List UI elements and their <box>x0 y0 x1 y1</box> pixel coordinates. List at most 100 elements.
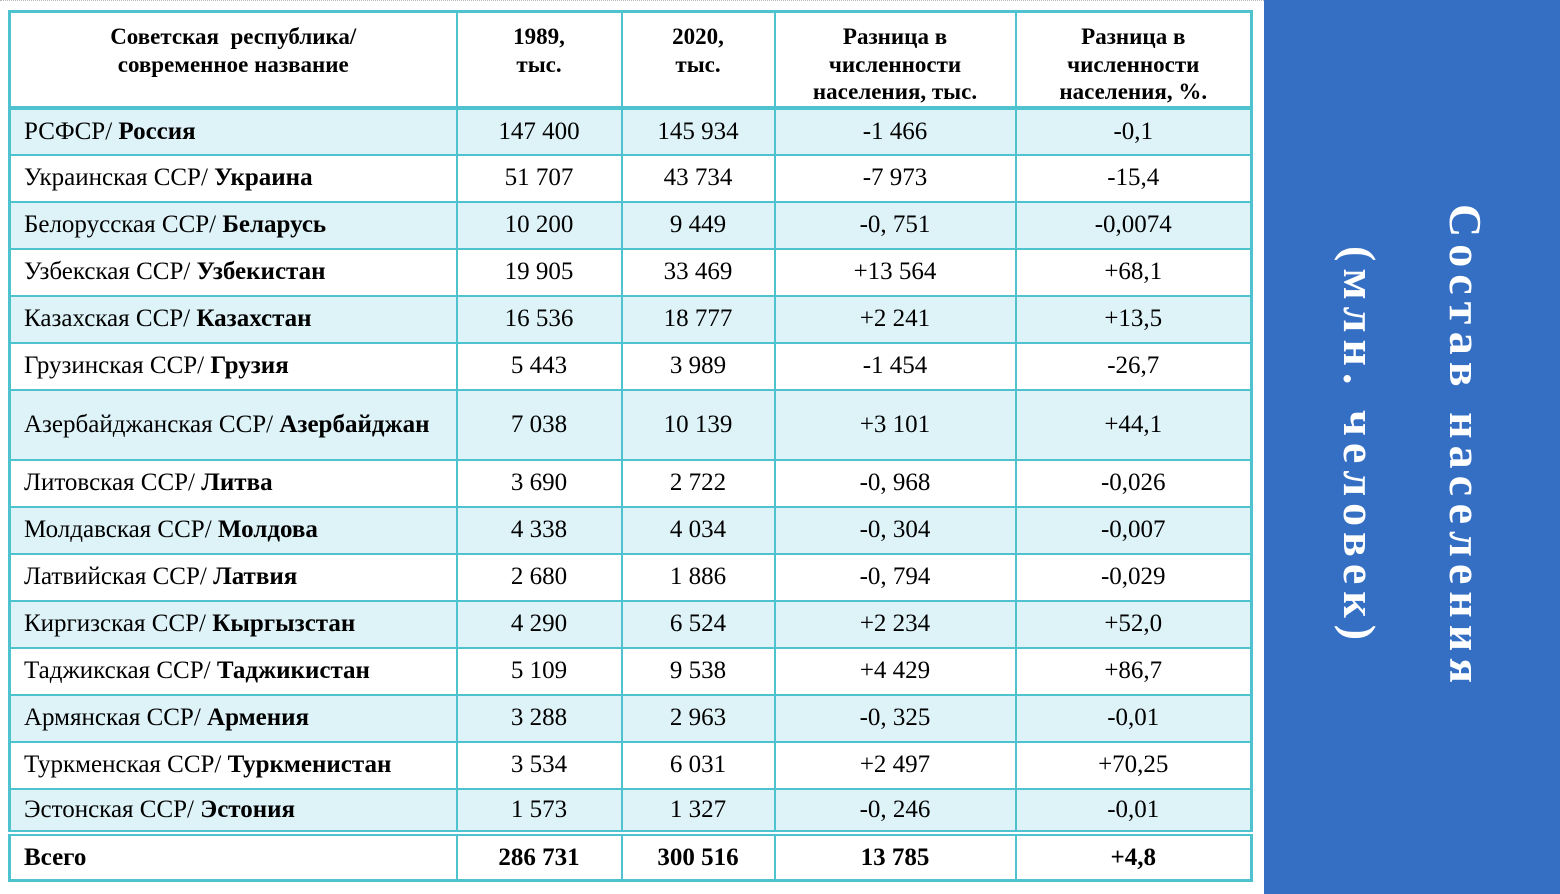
total-2020-cell: 300 516 <box>620 829 776 882</box>
pop-1989-cell: 5 109 <box>455 646 623 696</box>
diff-percent-cell: -0,026 <box>1014 458 1253 508</box>
republic-soviet-name: Белорусская ССР/ <box>24 211 217 239</box>
pop-1989-cell: 3 288 <box>455 693 623 743</box>
table-row: Белорусская ССР/ Беларусь 10 200 9 449 -… <box>8 200 1253 250</box>
table-row: Армянская ССР/ Армения 3 288 2 963 -0, 3… <box>8 693 1253 743</box>
diff-percent-cell: -26,7 <box>1014 341 1253 391</box>
pop-2020-cell: 33 469 <box>620 247 776 297</box>
diff-thousands-cell: +2 241 <box>773 294 1017 344</box>
republic-soviet-name: Молдавская ССР/ <box>24 516 212 544</box>
pop-2020-cell: 1 886 <box>620 552 776 602</box>
table-row: Латвийская ССР/ Латвия 2 680 1 886 -0, 7… <box>8 552 1253 602</box>
pop-2020-cell: 145 934 <box>620 106 776 156</box>
republic-soviet-name: Киргизская ССР/ <box>24 610 206 638</box>
table-row: Эстонская ССР/ Эстония 1 573 1 327 -0, 2… <box>8 787 1253 834</box>
diff-thousands-cell: +4 429 <box>773 646 1017 696</box>
side-panel: Состав населения (млн. человек) <box>1264 0 1560 894</box>
republic-modern-name: Молдова <box>217 516 318 544</box>
diff-percent-cell: -0,029 <box>1014 552 1253 602</box>
table-body: РСФСР/ Россия 147 400 145 934 -1 466 -0,… <box>8 106 1253 834</box>
vertical-title-line2: (млн. человек) <box>1334 246 1385 648</box>
table-row: Литовская ССР/ Литва 3 690 2 722 -0, 968… <box>8 458 1253 508</box>
pop-1989-cell: 147 400 <box>455 106 623 156</box>
pop-2020-cell: 10 139 <box>620 388 776 461</box>
table-row: Таджикская ССР/ Таджикистан 5 109 9 538 … <box>8 646 1253 696</box>
diff-thousands-cell: +13 564 <box>773 247 1017 297</box>
republic-modern-name: Беларусь <box>222 211 327 239</box>
diff-thousands-cell: -1 466 <box>773 106 1017 156</box>
republic-soviet-name: Армянская ССР/ <box>24 704 201 732</box>
diff-thousands-cell: -0, 304 <box>773 505 1017 555</box>
pop-2020-cell: 3 989 <box>620 341 776 391</box>
table-row: Украинская ССР/ Украина 51 707 43 734 -7… <box>8 153 1253 203</box>
pop-2020-cell: 18 777 <box>620 294 776 344</box>
republic-soviet-name: Эстонская ССР/ <box>24 795 194 823</box>
diff-thousands-cell: -0, 751 <box>773 200 1017 250</box>
diff-percent-cell: +44,1 <box>1014 388 1253 461</box>
republic-modern-name: Россия <box>118 117 196 145</box>
diff-thousands-cell: +2 497 <box>773 740 1017 790</box>
pop-2020-cell: 43 734 <box>620 153 776 203</box>
pop-2020-cell: 9 449 <box>620 200 776 250</box>
vertical-title: Состав населения (млн. человек) <box>1306 204 1518 690</box>
pop-2020-cell: 6 524 <box>620 599 776 649</box>
republic-modern-name: Казахстан <box>196 305 312 333</box>
republic-modern-name: Украина <box>214 164 313 192</box>
population-table: Советская республика/ современное назван… <box>8 10 1253 883</box>
pop-1989-cell: 2 680 <box>455 552 623 602</box>
diff-percent-cell: -15,4 <box>1014 153 1253 203</box>
republic-modern-name: Азербайджан <box>279 410 430 438</box>
pop-1989-cell: 5 443 <box>455 341 623 391</box>
total-row: Всего 286 731 300 516 13 785 +4,8 <box>8 829 1253 882</box>
pop-1989-cell: 3 534 <box>455 740 623 790</box>
diff-percent-cell: -0,0074 <box>1014 200 1253 250</box>
header-diff-percent: Разница в численности населения, %. <box>1014 10 1253 110</box>
pop-1989-cell: 7 038 <box>455 388 623 461</box>
pop-1989-cell: 4 338 <box>455 505 623 555</box>
table-header: Советская республика/ современное назван… <box>8 10 1253 110</box>
pop-1989-cell: 16 536 <box>455 294 623 344</box>
diff-thousands-cell: +3 101 <box>773 388 1017 461</box>
table-footer: Всего 286 731 300 516 13 785 +4,8 <box>8 829 1253 882</box>
table-row: Узбекская ССР/ Узбекистан 19 905 33 469 … <box>8 247 1253 297</box>
diff-thousands-cell: -0, 246 <box>773 787 1017 834</box>
republic-modern-name: Литва <box>201 469 273 497</box>
republic-soviet-name: Казахская ССР/ <box>24 305 191 333</box>
pop-2020-cell: 4 034 <box>620 505 776 555</box>
diff-percent-cell: -0,007 <box>1014 505 1253 555</box>
pop-1989-cell: 1 573 <box>455 787 623 834</box>
table-row: Казахская ССР/ Казахстан 16 536 18 777 +… <box>8 294 1253 344</box>
pop-2020-cell: 2 963 <box>620 693 776 743</box>
republic-soviet-name: Украинская ССР/ <box>24 164 208 192</box>
diff-thousands-cell: -7 973 <box>773 153 1017 203</box>
table-row: Киргизская ССР/ Кыргызстан 4 290 6 524 +… <box>8 599 1253 649</box>
republic-modern-name: Армения <box>207 704 310 732</box>
table-row: РСФСР/ Россия 147 400 145 934 -1 466 -0,… <box>8 106 1253 156</box>
header-2020: 2020, тыс. <box>620 10 776 110</box>
republic-soviet-name: Туркменская ССР/ <box>24 751 222 779</box>
diff-thousands-cell: -0, 968 <box>773 458 1017 508</box>
pop-1989-cell: 51 707 <box>455 153 623 203</box>
republic-modern-name: Эстония <box>200 795 296 823</box>
diff-percent-cell: -0,1 <box>1014 106 1253 156</box>
republic-soviet-name: РСФСР/ <box>24 117 113 145</box>
diff-thousands-cell: +2 234 <box>773 599 1017 649</box>
total-diff-thousands-cell: 13 785 <box>773 829 1017 882</box>
pop-2020-cell: 1 327 <box>620 787 776 834</box>
diff-percent-cell: +86,7 <box>1014 646 1253 696</box>
diff-thousands-cell: -0, 325 <box>773 693 1017 743</box>
table-row: Азербайджанская ССР/ Азербайджан 7 038 1… <box>8 388 1253 461</box>
header-diff-thousands: Разница в численности населения, тыс. <box>773 10 1017 110</box>
diff-thousands-cell: -0, 794 <box>773 552 1017 602</box>
republic-modern-name: Грузия <box>210 352 289 380</box>
pop-1989-cell: 10 200 <box>455 200 623 250</box>
pop-1989-cell: 4 290 <box>455 599 623 649</box>
pop-1989-cell: 3 690 <box>455 458 623 508</box>
republic-soviet-name: Латвийская ССР/ <box>24 563 207 591</box>
total-label: Всего <box>8 829 458 882</box>
republic-modern-name: Узбекистан <box>196 258 326 286</box>
republic-soviet-name: Грузинская ССР/ <box>24 352 205 380</box>
vertical-title-line1: Состав населения <box>1439 203 1491 691</box>
table-row: Молдавская ССР/ Молдова 4 338 4 034 -0, … <box>8 505 1253 555</box>
republic-modern-name: Кыргызстан <box>212 610 356 638</box>
